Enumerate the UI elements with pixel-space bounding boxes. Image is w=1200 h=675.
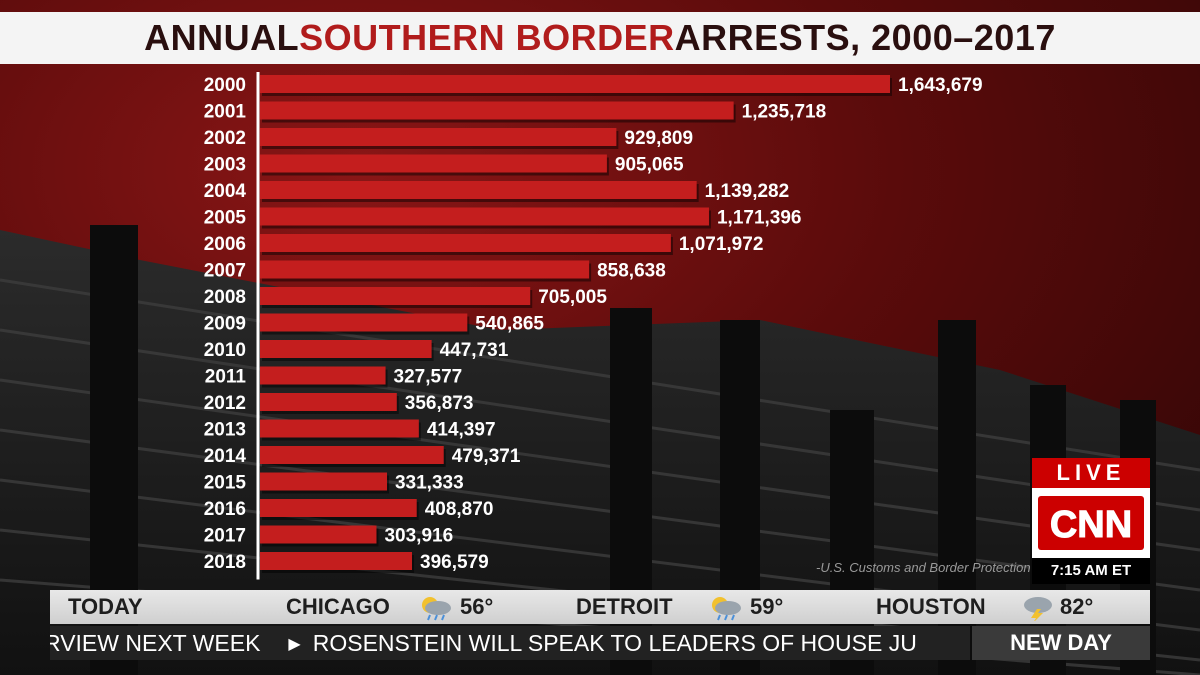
news-ticker: RVIEW NEXT WEEK ▶ ROSENSTEIN WILL SPEAK TO…	[50, 626, 970, 660]
bar-2001	[260, 101, 734, 120]
category-label-2003: 2003	[204, 155, 246, 176]
value-label-2016: 408,870	[425, 499, 494, 520]
value-label-2014: 479,371	[452, 446, 521, 467]
city-chicago: CHICAGO	[286, 594, 390, 619]
chart-title: ANNUAL SOUTHERN BORDER ARRESTS, 2000–201…	[0, 12, 1200, 64]
bar-2011	[260, 366, 386, 385]
value-label-2013: 414,397	[427, 420, 496, 441]
value-label-2012: 356,873	[405, 393, 474, 414]
category-label-2009: 2009	[204, 314, 246, 335]
bar-2015	[260, 472, 387, 491]
value-label-2015: 331,333	[395, 473, 464, 494]
temp-detroit: 59°	[750, 594, 784, 619]
category-label-2017: 2017	[204, 526, 246, 547]
today-label: TODAY	[68, 594, 143, 619]
ticker-left-text: RVIEW NEXT WEEK	[50, 630, 261, 656]
title-part-3: ARRESTS, 2000–2017	[674, 17, 1056, 58]
bar-2002	[260, 128, 617, 146]
temp-chicago: 56°	[460, 594, 494, 619]
value-label-2011: 327,577	[394, 367, 463, 388]
bar-2018	[260, 552, 413, 570]
bar-2014	[260, 446, 444, 464]
ticker-text: RVIEW NEXT WEEK ▶ ROSENSTEIN WILL SPEAK TO…	[50, 626, 917, 660]
title-part-2: SOUTHERN BORDER	[299, 17, 675, 58]
bar-2010	[260, 340, 432, 358]
category-label-2015: 2015	[204, 473, 247, 494]
category-label-2018: 2018	[204, 552, 246, 573]
value-label-2005: 1,171,396	[717, 208, 802, 229]
live-label: LIVE	[1032, 458, 1150, 488]
bar-2005	[260, 207, 709, 226]
source-credit: -U.S. Customs and Border Protection	[816, 560, 1030, 575]
category-label-2007: 2007	[204, 261, 246, 282]
bar-2004	[260, 181, 697, 199]
bar-2006	[260, 234, 671, 252]
category-label-2016: 2016	[204, 499, 246, 520]
city-detroit: DETROIT	[576, 594, 673, 619]
live-bug: LIVE CNN 7:15 AM ET	[1032, 458, 1150, 584]
title-part-1: ANNUAL	[144, 17, 300, 58]
bar-2017	[260, 525, 377, 544]
category-label-2000: 2000	[204, 75, 246, 96]
cnn-logo: CNN	[1032, 488, 1150, 558]
value-label-2007: 858,638	[597, 261, 666, 282]
bar-2009	[260, 313, 468, 332]
category-label-2002: 2002	[204, 128, 246, 149]
bar-2013	[260, 419, 419, 438]
bar-chart: 2000 1,643,679 2001 1,235,718 2002 929,809 200…	[204, 72, 983, 580]
category-label-2012: 2012	[204, 393, 246, 414]
thunderstorm-icon	[1024, 597, 1052, 621]
value-label-2017: 303,916	[384, 526, 453, 547]
ticker-right-text: ROSENSTEIN WILL SPEAK TO LEADERS OF HOUS…	[312, 630, 917, 656]
category-label-2013: 2013	[204, 420, 246, 441]
rain-cloud-icon	[712, 597, 741, 621]
bar-2012	[260, 393, 397, 411]
value-label-2003: 905,065	[615, 155, 684, 176]
temp-houston: 82°	[1060, 594, 1094, 619]
value-label-2002: 929,809	[624, 128, 693, 149]
value-label-2004: 1,139,282	[705, 181, 790, 202]
category-label-2011: 2011	[205, 367, 247, 388]
value-label-2000: 1,643,679	[898, 75, 983, 96]
bar-2007	[260, 260, 590, 279]
bar-2008	[260, 287, 531, 305]
show-name: NEW DAY	[972, 626, 1150, 660]
bar-2016	[260, 499, 417, 517]
category-label-2008: 2008	[204, 287, 246, 308]
city-houston: HOUSTON	[876, 594, 986, 619]
value-label-2009: 540,865	[475, 314, 544, 335]
play-arrow-icon: ▶	[288, 636, 301, 653]
category-label-2001: 2001	[204, 102, 247, 123]
value-label-2008: 705,005	[538, 287, 607, 308]
network-logo-text: CNN	[1050, 504, 1132, 546]
category-label-2014: 2014	[204, 446, 247, 467]
category-label-2006: 2006	[204, 234, 246, 255]
weather-bar: TODAY CHICAGO 56° DETROIT 59° HOUSTON 82…	[50, 590, 1150, 624]
category-label-2005: 2005	[204, 208, 247, 229]
bar-2003	[260, 154, 607, 173]
category-label-2010: 2010	[204, 340, 246, 361]
bar-2000	[260, 75, 890, 93]
value-label-2001: 1,235,718	[742, 102, 827, 123]
value-label-2018: 396,579	[420, 552, 489, 573]
value-label-2010: 447,731	[440, 340, 509, 361]
rain-cloud-icon	[422, 597, 451, 621]
value-label-2006: 1,071,972	[679, 234, 764, 255]
clock: 7:15 AM ET	[1032, 558, 1150, 584]
category-label-2004: 2004	[204, 181, 247, 202]
